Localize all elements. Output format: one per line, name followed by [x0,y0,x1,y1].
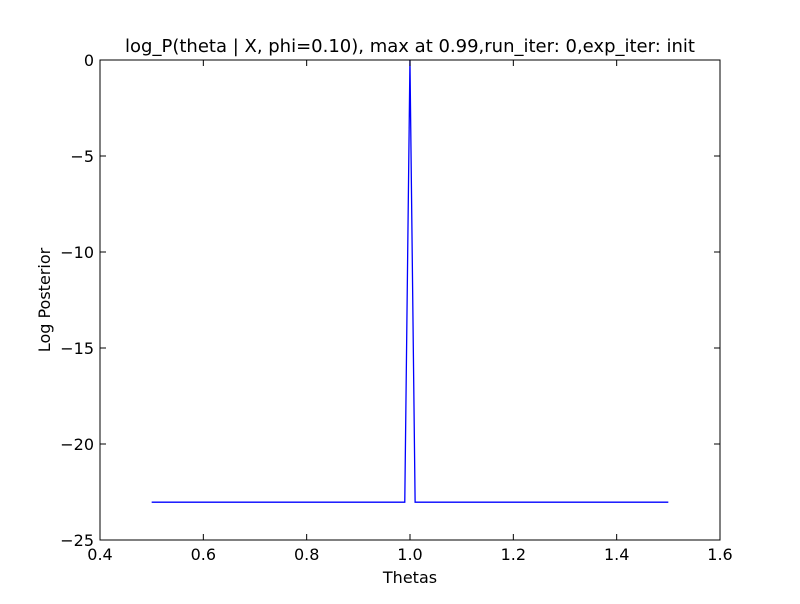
y-axis-label: Log Posterior [35,247,54,352]
tick-layer: 0.4 0.6 0.8 1.0 1.2 1.4 1.6 0 −5 −10 −15 −20 −25 [60,51,732,564]
x-tick-label: 1.0 [397,545,422,564]
y-tick-label: −15 [60,339,94,358]
chart-title: log_P(theta | X, phi=0.10), max at 0.99,… [125,36,695,57]
y-tick-label: 0 [84,51,94,70]
y-tick-label: −10 [60,243,94,262]
x-tick-label: 0.8 [294,545,319,564]
y-tick-label: −25 [60,531,94,550]
x-tick-label: 1.6 [707,545,732,564]
x-tick-label: 0.6 [191,545,216,564]
x-tick-label: 1.2 [501,545,526,564]
x-tick-label: 1.4 [604,545,629,564]
x-axis-label: Thetas [382,568,437,587]
y-tick-label: −20 [60,435,94,454]
x-tick-label: 0.4 [87,545,112,564]
y-tick-label: −5 [70,147,94,166]
